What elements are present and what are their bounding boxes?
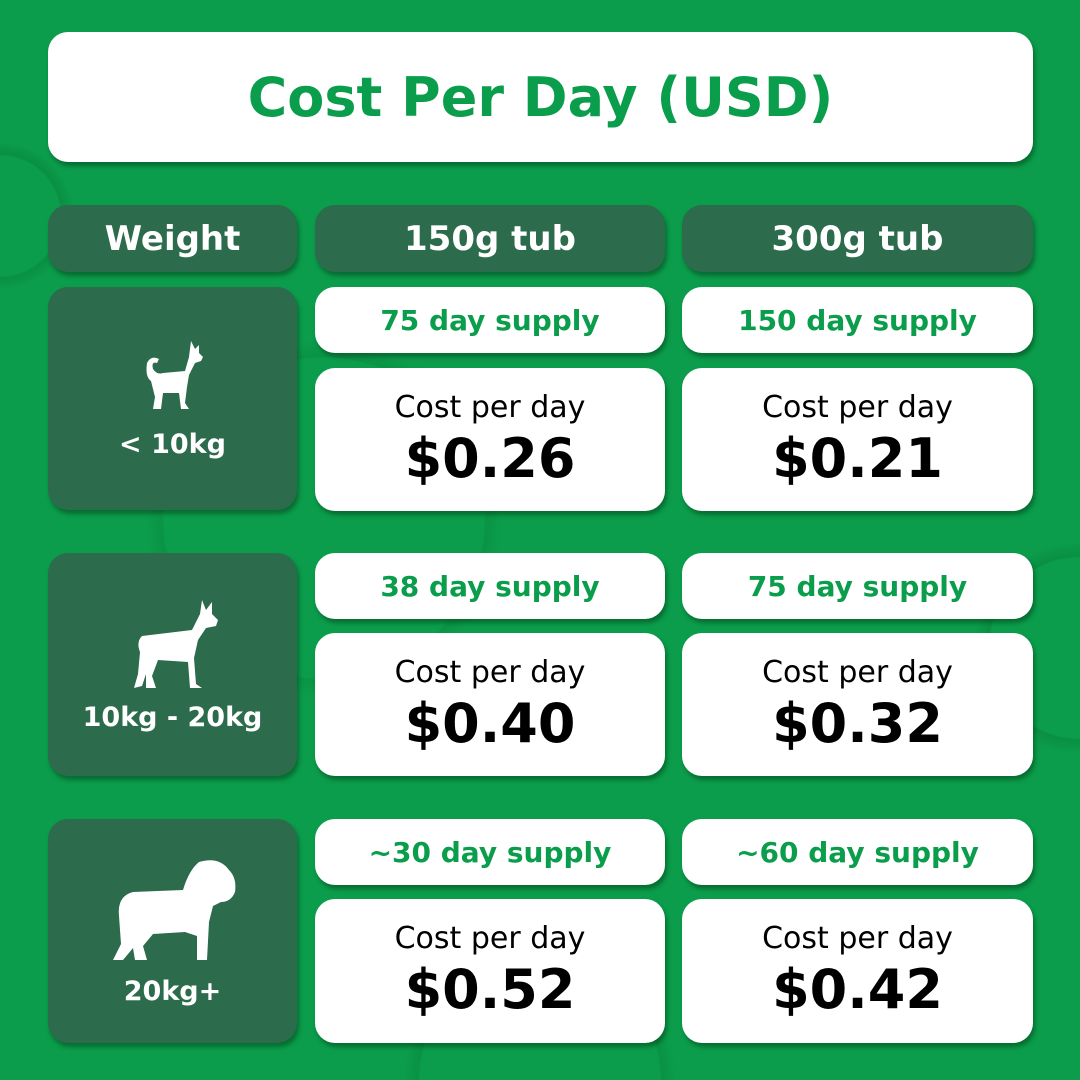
cost-label: Cost per day [762,921,953,956]
cost-value: $0.21 [772,426,943,490]
cost-300g-small: Cost per day $0.21 [682,368,1033,511]
cost-150g-large: Cost per day $0.52 [315,899,665,1043]
large-dog-icon [112,859,235,960]
cost-300g-medium: Cost per day $0.32 [682,633,1033,776]
cost-value: $0.32 [772,691,943,755]
supply-300g-medium: 75 day supply [682,553,1033,619]
page-title: Cost Per Day (USD) [48,32,1033,162]
cost-150g-medium: Cost per day $0.40 [315,633,665,776]
cost-label: Cost per day [394,389,586,425]
cost-label: Cost per day [394,921,586,956]
supply-300g-large: ~60 day supply [682,819,1033,885]
small-dog-icon [146,341,203,409]
weight-label: 10kg - 20kg [82,702,263,733]
cost-value: $0.52 [404,958,576,1021]
cost-value: $0.26 [404,426,576,490]
cost-value: $0.42 [772,958,943,1021]
cost-label: Cost per day [762,389,953,425]
header-300g-tub: 300g tub [682,205,1033,272]
weight-label: < 10kg [119,429,226,460]
cost-label: Cost per day [762,654,953,690]
header-weight: Weight [48,205,297,272]
weight-label: 20kg+ [123,975,222,1007]
medium-dog-icon [133,600,218,688]
weight-cell-small: < 10kg [48,287,297,510]
cost-150g-small: Cost per day $0.26 [315,368,665,511]
supply-150g-medium: 38 day supply [315,553,665,619]
cost-value: $0.40 [404,691,576,755]
header-150g-tub: 150g tub [315,205,665,272]
cost-label: Cost per day [394,654,586,690]
supply-150g-small: 75 day supply [315,287,665,353]
weight-cell-large: 20kg+ [48,819,297,1043]
weight-cell-medium: 10kg - 20kg [48,553,297,776]
cost-300g-large: Cost per day $0.42 [682,899,1033,1043]
supply-300g-small: 150 day supply [682,287,1033,353]
supply-150g-large: ~30 day supply [315,819,665,885]
